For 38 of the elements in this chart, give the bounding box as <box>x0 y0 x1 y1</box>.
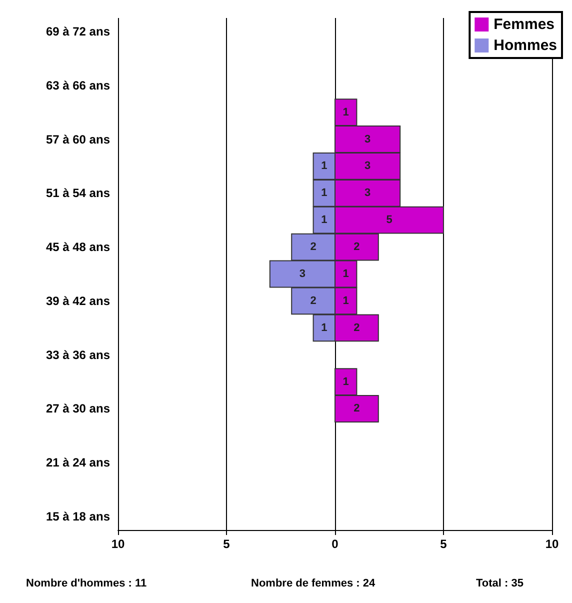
data-label: 2 <box>310 241 316 254</box>
y-tick-label: 33 à 36 ans <box>46 348 110 362</box>
data-label: 1 <box>342 106 349 118</box>
legend-label: Femmes <box>494 16 555 33</box>
data-label: 1 <box>321 214 328 226</box>
data-label: 2 <box>310 294 316 307</box>
y-tick-label: 51 à 54 ans <box>46 186 110 200</box>
y-tick-label: 27 à 30 ans <box>46 402 110 416</box>
y-tick-label: 57 à 60 ans <box>46 132 110 146</box>
data-label: 3 <box>364 187 371 200</box>
legend-label: Hommes <box>494 37 558 54</box>
data-label: 2 <box>354 322 360 334</box>
y-tick-label: 69 à 72 ans <box>46 24 110 38</box>
data-label: 3 <box>299 268 306 280</box>
x-tick-label: 0 <box>332 537 339 551</box>
data-label: 2 <box>354 402 360 415</box>
data-label: 3 <box>364 133 371 146</box>
data-label: 5 <box>386 214 392 226</box>
data-label: 1 <box>321 322 328 334</box>
text: Nombre d'hommes : 11 <box>26 578 147 590</box>
data-label: 1 <box>342 268 349 280</box>
y-tick-label: 63 à 66 ans <box>46 78 110 92</box>
data-label: 3 <box>364 160 371 172</box>
data-label: 1 <box>321 160 328 172</box>
text: Nombre de femmes : 24 <box>251 578 376 590</box>
x-tick-label: 5 <box>223 537 230 551</box>
text: Total : 35 <box>476 578 524 590</box>
y-tick-label: 15 à 18 ans <box>46 510 110 524</box>
y-tick-label: 39 à 42 ans <box>46 294 110 308</box>
data-label: 1 <box>342 294 349 307</box>
x-tick-label: 5 <box>440 537 448 551</box>
data-label: 2 <box>354 241 360 254</box>
y-tick-label: 45 à 48 ans <box>46 240 110 254</box>
data-label: 1 <box>342 376 349 388</box>
x-tick-label: 10 <box>545 537 559 551</box>
y-tick-label: 21 à 24 ans <box>46 456 110 470</box>
data-label: 1 <box>321 187 328 200</box>
x-tick-label: 10 <box>111 537 125 551</box>
